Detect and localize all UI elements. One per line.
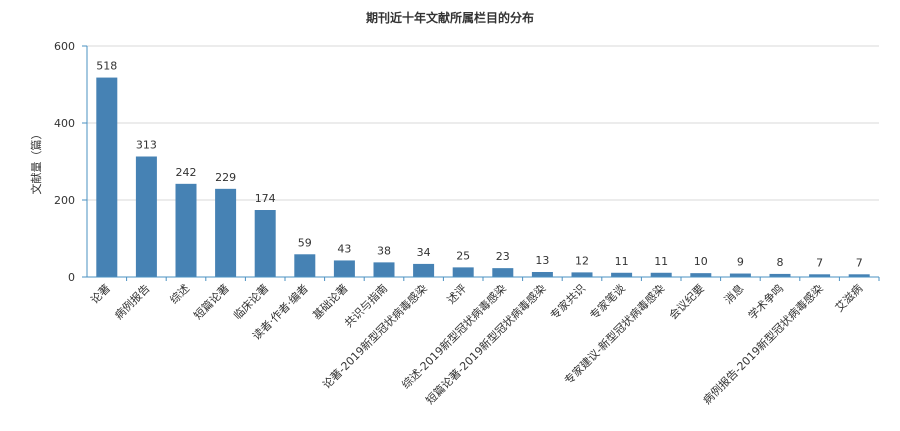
x-category-label: 述评 [445,282,470,307]
bar [611,272,633,277]
data-label: 59 [298,236,312,249]
bar [729,273,751,277]
data-label: 12 [575,254,589,267]
data-label: 11 [654,255,668,268]
bar [809,274,831,277]
x-category-label: 病例报告 [112,281,153,322]
x-category-label: 专家共识 [547,281,588,322]
data-label: 242 [176,166,197,179]
x-category-label: 学术争鸣 [745,281,786,322]
bar [215,188,237,277]
chart-title: 期刊近十年文献所属栏目的分布 [365,11,534,25]
y-axis-label: 文献量（篇） [29,129,43,195]
x-category-label: 消息 [721,281,746,306]
bar [333,260,355,277]
x-category-label: 短篇论著 [191,281,232,322]
data-label: 7 [856,256,863,269]
data-label: 7 [816,256,823,269]
data-label: 11 [615,255,629,268]
bar [571,272,593,277]
x-category-label: 专家笔谈 [587,281,628,322]
bar [175,183,197,277]
x-category-label: 临床论著 [230,281,271,322]
data-labels: 518 313 242 229 174 59 43 38 34 25 23 13 12 11 11 10 9 8 7… [96,60,862,270]
bar [254,210,276,277]
data-label: 518 [96,60,117,73]
data-label: 174 [255,192,276,205]
x-category-label: 综述 [167,281,192,306]
y-tick-label: 400 [54,117,75,130]
data-label: 313 [136,138,157,151]
y-tick-label: 200 [54,194,75,207]
x-category-label: 基础论著 [310,281,351,322]
bar [690,273,712,277]
data-label: 23 [496,250,510,263]
bar [96,77,118,277]
bars [96,77,870,277]
data-label: 25 [456,249,470,262]
data-label: 13 [535,254,549,267]
bar [294,254,316,277]
y-tick-label: 0 [68,271,75,284]
data-label: 43 [337,242,351,255]
y-axis-ticks: 0 200 400 600 [54,40,75,284]
bar [650,272,672,277]
bar [452,267,474,277]
bar [769,273,791,277]
data-label: 9 [737,256,744,269]
data-label: 229 [215,171,236,184]
gridlines [82,45,879,278]
data-label: 34 [417,246,431,259]
data-label: 10 [694,255,708,268]
data-label: 8 [777,256,784,269]
x-category-label: 论著 [87,281,112,306]
bar [135,156,157,277]
data-label: 38 [377,244,391,257]
bar [413,263,435,277]
x-category-label: 艾滋病 [832,281,865,314]
bar [531,271,553,277]
bar [373,262,395,277]
x-category-label: 会议纪要 [667,282,707,322]
y-tick-label: 600 [54,40,75,53]
bar [492,268,514,277]
bar [848,274,870,277]
